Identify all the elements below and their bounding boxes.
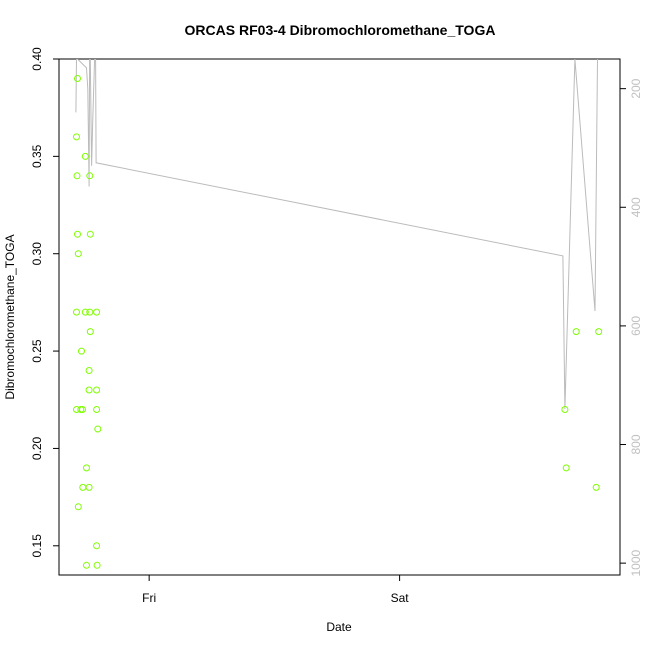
- data-point: [86, 230, 94, 238]
- y-axis-label: Dibromochloromethane_TOGA: [3, 234, 17, 399]
- y2-tick-label: 800: [629, 434, 643, 454]
- data-point: [81, 308, 89, 316]
- y-tick-label: 0.40: [30, 47, 44, 71]
- plot-frame: [58, 58, 621, 576]
- data-point: [73, 133, 80, 141]
- data-point: [93, 406, 101, 413]
- data-point: [86, 328, 94, 336]
- data-point: [562, 464, 570, 472]
- data-point: [86, 172, 94, 180]
- x-axis-label: Date: [326, 620, 352, 634]
- data-point: [592, 483, 600, 491]
- y-tick-label: 0.30: [30, 242, 44, 266]
- y-axis: 0.15 0.20 0.25 0.30 0.35 0.40: [30, 47, 59, 557]
- data-point: [74, 503, 82, 511]
- data-point: [93, 561, 101, 569]
- data-point: [93, 542, 101, 550]
- data-point: [74, 75, 81, 82]
- data-point: [86, 308, 94, 316]
- data-point: [85, 386, 93, 394]
- data-point: [595, 328, 603, 336]
- data-point: [85, 367, 93, 374]
- x-tick-label: Fri: [142, 591, 156, 605]
- data-point: [81, 152, 89, 160]
- y-tick-label: 0.20: [30, 436, 44, 460]
- data-point: [79, 406, 86, 413]
- data-point: [74, 230, 81, 238]
- data-point: [83, 464, 90, 472]
- data-point: [561, 406, 569, 413]
- y2-tick-label: 1000: [629, 549, 643, 576]
- data-point: [94, 425, 102, 433]
- data-point: [85, 483, 93, 491]
- data-point: [73, 172, 81, 180]
- data-point: [83, 561, 90, 569]
- y2-tick-label: 400: [629, 197, 643, 217]
- chart-title: ORCAS RF03-4 Dibromochloromethane_TOGA: [185, 22, 496, 38]
- series-line: [75, 59, 598, 409]
- y2-axis: 200 400 600 800 1000: [620, 78, 643, 576]
- data-point: [74, 250, 82, 258]
- y2-tick-label: 200: [629, 78, 643, 98]
- x-tick-label: Sat: [391, 591, 410, 605]
- y2-tick-label: 600: [629, 316, 643, 336]
- data-point: [93, 386, 101, 394]
- data-point: [79, 483, 87, 491]
- line-series: [75, 59, 598, 409]
- x-axis: Fri Sat: [142, 575, 409, 605]
- scatter-series: [73, 75, 603, 569]
- data-point: [93, 308, 101, 316]
- y-tick-label: 0.25: [30, 339, 44, 363]
- data-point: [73, 308, 80, 316]
- y-tick-label: 0.35: [30, 144, 44, 168]
- data-point: [78, 347, 85, 355]
- data-point: [572, 328, 580, 336]
- y-tick-label: 0.15: [30, 534, 44, 558]
